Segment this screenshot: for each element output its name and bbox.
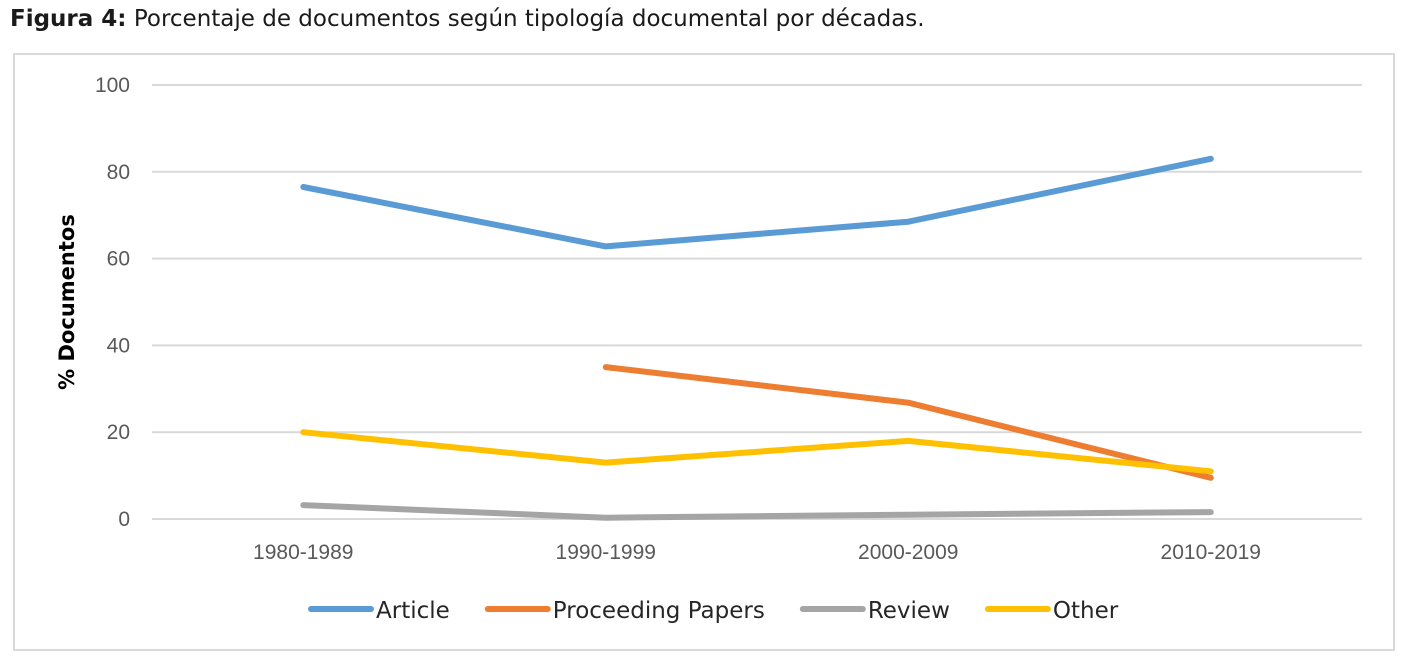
y-tick-label: 80 xyxy=(107,161,130,184)
y-tick-label: 0 xyxy=(118,508,130,531)
chart-frame xyxy=(13,53,1395,651)
y-tick-label: 100 xyxy=(95,74,130,97)
x-axis-ticks: 1980-1989 1990-1999 2000-2009 2010-2019 xyxy=(253,541,1261,564)
y-tick-label: 20 xyxy=(107,421,130,444)
figure-caption: Figura 4: Porcentaje de documentos según… xyxy=(10,6,925,32)
legend-label-other: Other xyxy=(1053,598,1119,624)
series-line-review xyxy=(300,502,1214,521)
y-tick-label: 60 xyxy=(107,248,130,271)
x-tick-label: 2000-2009 xyxy=(858,541,958,564)
y-tick-label: 40 xyxy=(107,334,130,357)
gridlines xyxy=(152,84,1362,520)
figure-caption-text: Porcentaje de documentos según tipología… xyxy=(133,6,925,32)
x-tick-label: 2010-2019 xyxy=(1161,541,1261,564)
legend-label-article: Article xyxy=(376,598,450,624)
y-axis-ticks: 0 20 40 60 80 100 xyxy=(95,74,130,531)
y-axis-label: % Documentos xyxy=(55,214,79,390)
series-lines xyxy=(300,155,1214,521)
series-line-other xyxy=(300,429,1214,475)
series-line-article xyxy=(300,155,1214,250)
legend-label-proceeding-papers: Proceeding Papers xyxy=(553,598,765,624)
x-tick-label: 1980-1989 xyxy=(253,541,353,564)
figure-label: Figura 4: xyxy=(10,6,127,32)
legend-label-review: Review xyxy=(868,598,950,624)
legend: Article Proceeding Papers Review Other xyxy=(308,598,1119,624)
x-tick-label: 1990-1999 xyxy=(556,541,656,564)
